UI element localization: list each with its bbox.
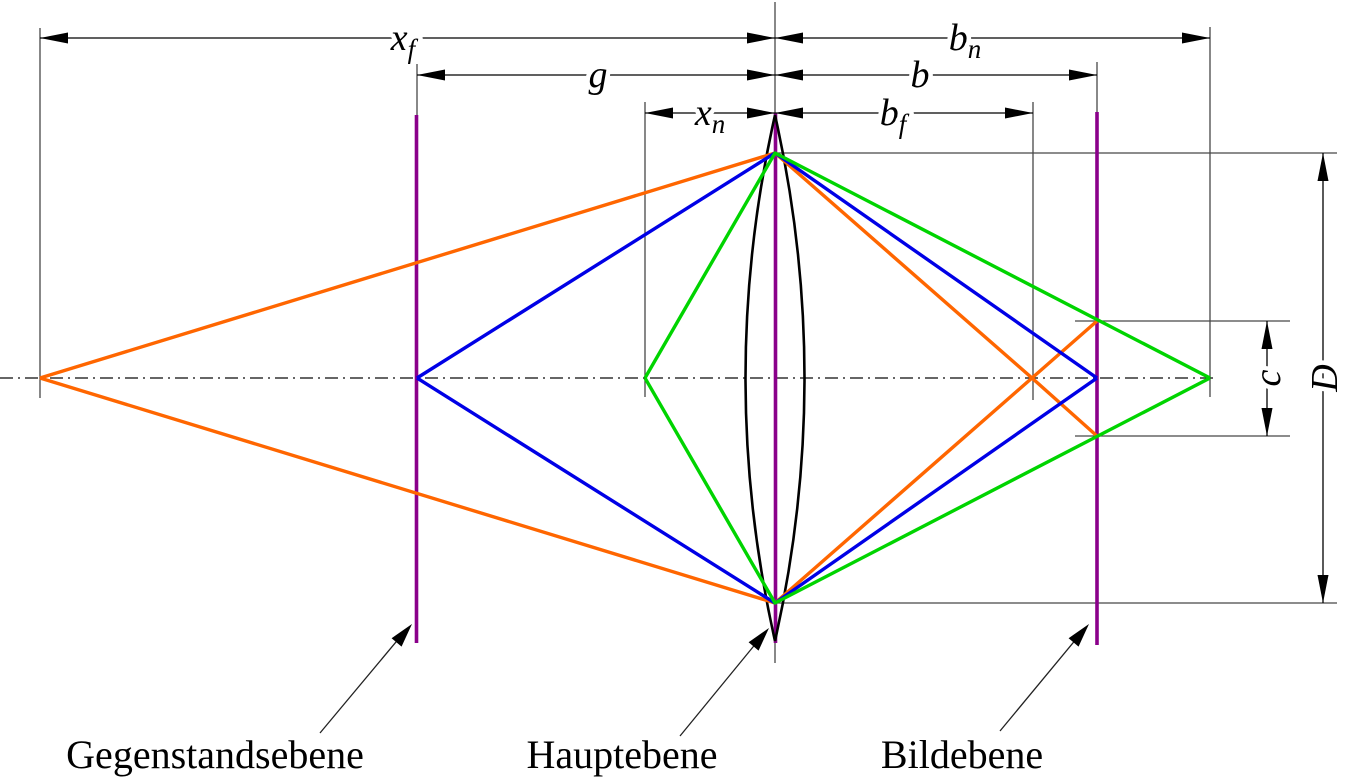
plane-labels: Gegenstandsebene Hauptebene Bildebene [66, 732, 1043, 777]
c-bottom-arrowhead-icon [1261, 408, 1273, 436]
image-plane-label: Bildebene [881, 732, 1043, 777]
xn-left-arrowhead-icon [645, 107, 673, 119]
dimension-labels: xf bn g b xn bf c D [385, 13, 1347, 398]
d-top-arrowhead-icon [1317, 153, 1329, 181]
lens-outline [744, 114, 806, 642]
extension-lines [39, 2, 1337, 663]
xf-label: xf [390, 17, 419, 64]
near-point-upper-ray [643, 151, 1211, 380]
xf-right-arrowhead-icon [747, 32, 775, 44]
b-label: b [911, 54, 930, 96]
principal-plane-label: Hauptebene [526, 732, 717, 777]
object-plane-label: Gegenstandsebene [66, 732, 364, 777]
bf-right-arrowhead-icon [1005, 107, 1033, 119]
image-plane-leader-line [999, 631, 1083, 732]
principal-plane-leader-arrowhead-icon [748, 628, 769, 651]
b-right-arrowhead-icon [1069, 69, 1097, 81]
dimension-lines [40, 32, 1329, 603]
far-point-upper-ray [39, 151, 1099, 438]
b-left-arrowhead-icon [775, 69, 803, 81]
d-bottom-arrowhead-icon [1317, 575, 1329, 603]
xn-label: xn [694, 92, 725, 139]
xf-left-arrowhead-icon [40, 32, 68, 44]
object-plane-leader-arrowhead-icon [391, 624, 412, 647]
near-point-lower-ray [643, 376, 1211, 605]
g-label: g [589, 54, 608, 96]
bf-left-arrowhead-icon [775, 107, 803, 119]
bn-left-arrowhead-icon [775, 32, 803, 44]
g-right-arrowhead-icon [747, 69, 775, 81]
d-label: D [1304, 364, 1346, 392]
bn-right-arrowhead-icon [1182, 32, 1210, 44]
c-top-arrowhead-icon [1261, 321, 1273, 349]
c-label: c [1247, 369, 1289, 386]
rays [39, 151, 1211, 605]
xn-right-arrowhead-icon [747, 107, 775, 119]
plane-label-leaders [319, 624, 1089, 737]
g-left-arrowhead-icon [417, 69, 445, 81]
principal-plane-leader-line [679, 635, 763, 737]
image-plane-leader-arrowhead-icon [1068, 624, 1089, 647]
bn-label: bn [949, 17, 982, 64]
far-point-lower-ray [39, 319, 1099, 605]
bf-label: bf [880, 92, 910, 139]
object-plane-leader-line [319, 629, 407, 734]
